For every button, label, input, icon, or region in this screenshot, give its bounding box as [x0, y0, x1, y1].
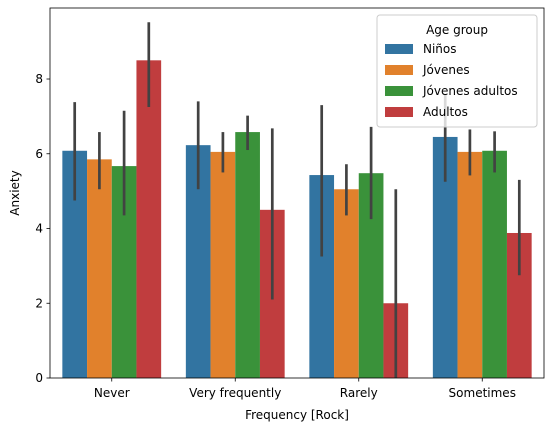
- x-tick-label: Rarely: [340, 386, 378, 400]
- x-tick-label: Never: [94, 386, 130, 400]
- y-tick-label: 0: [35, 371, 43, 385]
- bar: [210, 151, 236, 378]
- x-tick-label: Very frequently: [189, 386, 281, 400]
- legend-label: Jóvenes: [422, 63, 470, 77]
- bar: [235, 132, 260, 378]
- legend-label: Adultos: [423, 105, 468, 119]
- y-axis: 0 2 4 6 8: [35, 72, 50, 385]
- bars-layer: [62, 60, 532, 378]
- x-tick-label: Sometimes: [449, 386, 516, 400]
- legend-swatch: [385, 44, 413, 54]
- y-tick-label: 2: [35, 296, 43, 310]
- y-tick-label: 4: [35, 222, 43, 236]
- bar: [482, 150, 507, 378]
- bar: [87, 159, 112, 378]
- plot-frame: [49, 7, 545, 379]
- legend-title: Age group: [426, 23, 488, 37]
- y-tick-label: 6: [35, 147, 43, 161]
- legend-items: Niños Jóvenes Jóvenes adultos Adultos: [385, 42, 518, 119]
- legend: Age group Niños Jóvenes Jóvenes adultos Adu…: [376, 14, 538, 128]
- x-axis-label: Frequency [Rock]: [245, 408, 349, 422]
- errorbars-layer: [73, 22, 521, 378]
- legend-label: Jóvenes adultos: [422, 84, 518, 98]
- legend-label: Niños: [423, 42, 457, 56]
- legend-swatch: [385, 107, 413, 117]
- legend-swatch: [385, 86, 413, 96]
- y-tick-label: 8: [35, 72, 43, 86]
- x-axis: Never Very frequently Rarely Sometimes: [94, 378, 516, 400]
- bar: [457, 151, 483, 378]
- bar: [334, 189, 359, 378]
- legend-swatch: [385, 65, 413, 75]
- bar: [136, 60, 162, 378]
- legend-box: [376, 14, 538, 128]
- y-axis-label: Anxiety: [8, 170, 22, 215]
